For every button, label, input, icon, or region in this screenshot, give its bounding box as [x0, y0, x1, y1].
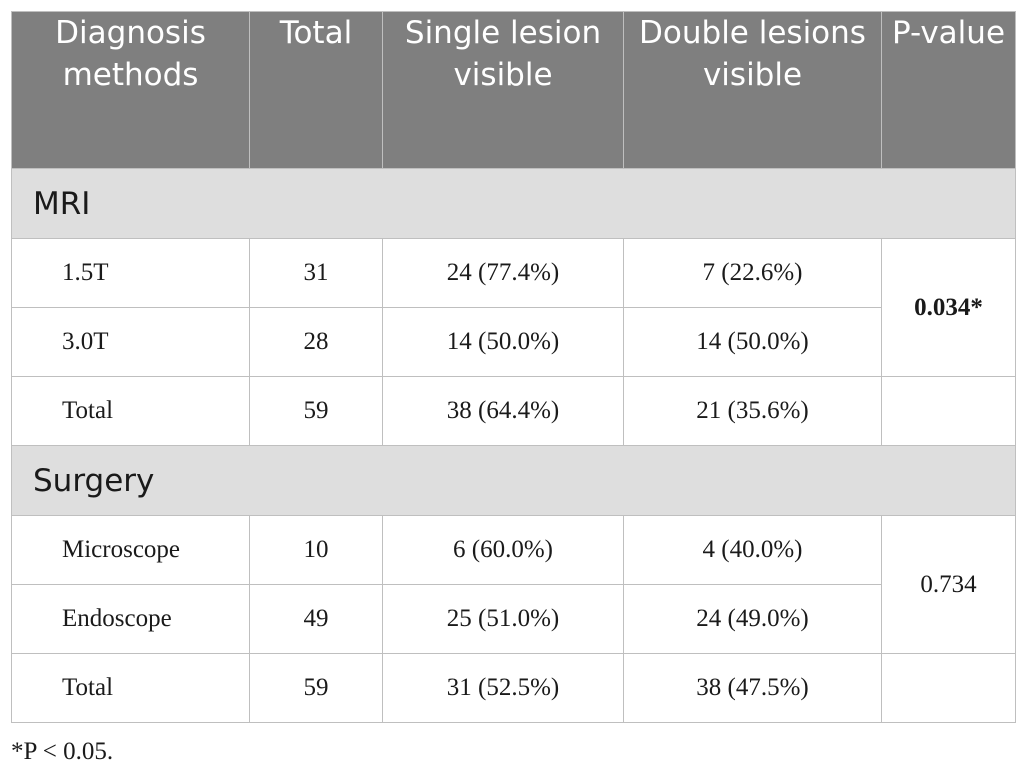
row-label: 1.5T — [11, 238, 250, 308]
cell-double: 14 (50.0%) — [623, 307, 882, 377]
cell-total: 31 — [249, 238, 383, 308]
header-row: Diagnosis methods Total Single lesion vi… — [11, 11, 1016, 169]
cell-total: 59 — [249, 376, 383, 446]
group-row-surgery: Surgery — [11, 445, 1016, 516]
cell-double: 4 (40.0%) — [623, 515, 882, 585]
cell-single: 14 (50.0%) — [382, 307, 624, 377]
cell-single: 38 (64.4%) — [382, 376, 624, 446]
cell-total: 49 — [249, 584, 383, 654]
table-row: 1.5T 31 24 (77.4%) 7 (22.6%) 0.034* — [11, 238, 1016, 377]
row-label: 3.0T — [11, 307, 250, 377]
table-row: Microscope 10 6 (60.0%) 4 (40.0%) 0.734 — [11, 515, 1016, 654]
cell-p-value-empty — [881, 653, 1016, 723]
cell-double: 24 (49.0%) — [623, 584, 882, 654]
cell-total: 10 — [249, 515, 383, 585]
header-single-lesion: Single lesion visible — [382, 11, 624, 169]
row-label: Microscope — [11, 515, 250, 585]
row-label: Total — [11, 653, 250, 723]
table-row: 3.0T 28 14 (50.0%) 14 (50.0%) — [11, 307, 1016, 377]
cell-double: 7 (22.6%) — [623, 238, 882, 308]
group-row-mri: MRI — [11, 168, 1016, 239]
cell-double: 38 (47.5%) — [623, 653, 882, 723]
cell-single: 25 (51.0%) — [382, 584, 624, 654]
cell-single: 24 (77.4%) — [382, 238, 624, 308]
table-footnote: *P < 0.05. — [11, 738, 114, 765]
results-table: Diagnosis methods Total Single lesion vi… — [11, 11, 1016, 723]
cell-p-value-empty — [881, 376, 1016, 446]
header-double-lesions: Double lesions visible — [623, 11, 882, 169]
row-label: Endoscope — [11, 584, 250, 654]
row-label: Total — [11, 376, 250, 446]
header-p-value: P-value — [881, 11, 1016, 169]
group-label: MRI — [11, 168, 1016, 239]
cell-total: 28 — [249, 307, 383, 377]
cell-single: 6 (60.0%) — [382, 515, 624, 585]
group-label: Surgery — [11, 445, 1016, 516]
table-row: Endoscope 49 25 (51.0%) 24 (49.0%) — [11, 584, 1016, 654]
table-row: Total 59 38 (64.4%) 21 (35.6%) — [11, 376, 1016, 446]
header-total: Total — [249, 11, 383, 169]
cell-single: 31 (52.5%) — [382, 653, 624, 723]
cell-p-value: 0.034* — [881, 238, 1016, 377]
cell-double: 21 (35.6%) — [623, 376, 882, 446]
cell-p-value: 0.734 — [881, 515, 1016, 654]
cell-total: 59 — [249, 653, 383, 723]
header-diagnosis-methods: Diagnosis methods — [11, 11, 250, 169]
table-row: Total 59 31 (52.5%) 38 (47.5%) — [11, 653, 1016, 723]
